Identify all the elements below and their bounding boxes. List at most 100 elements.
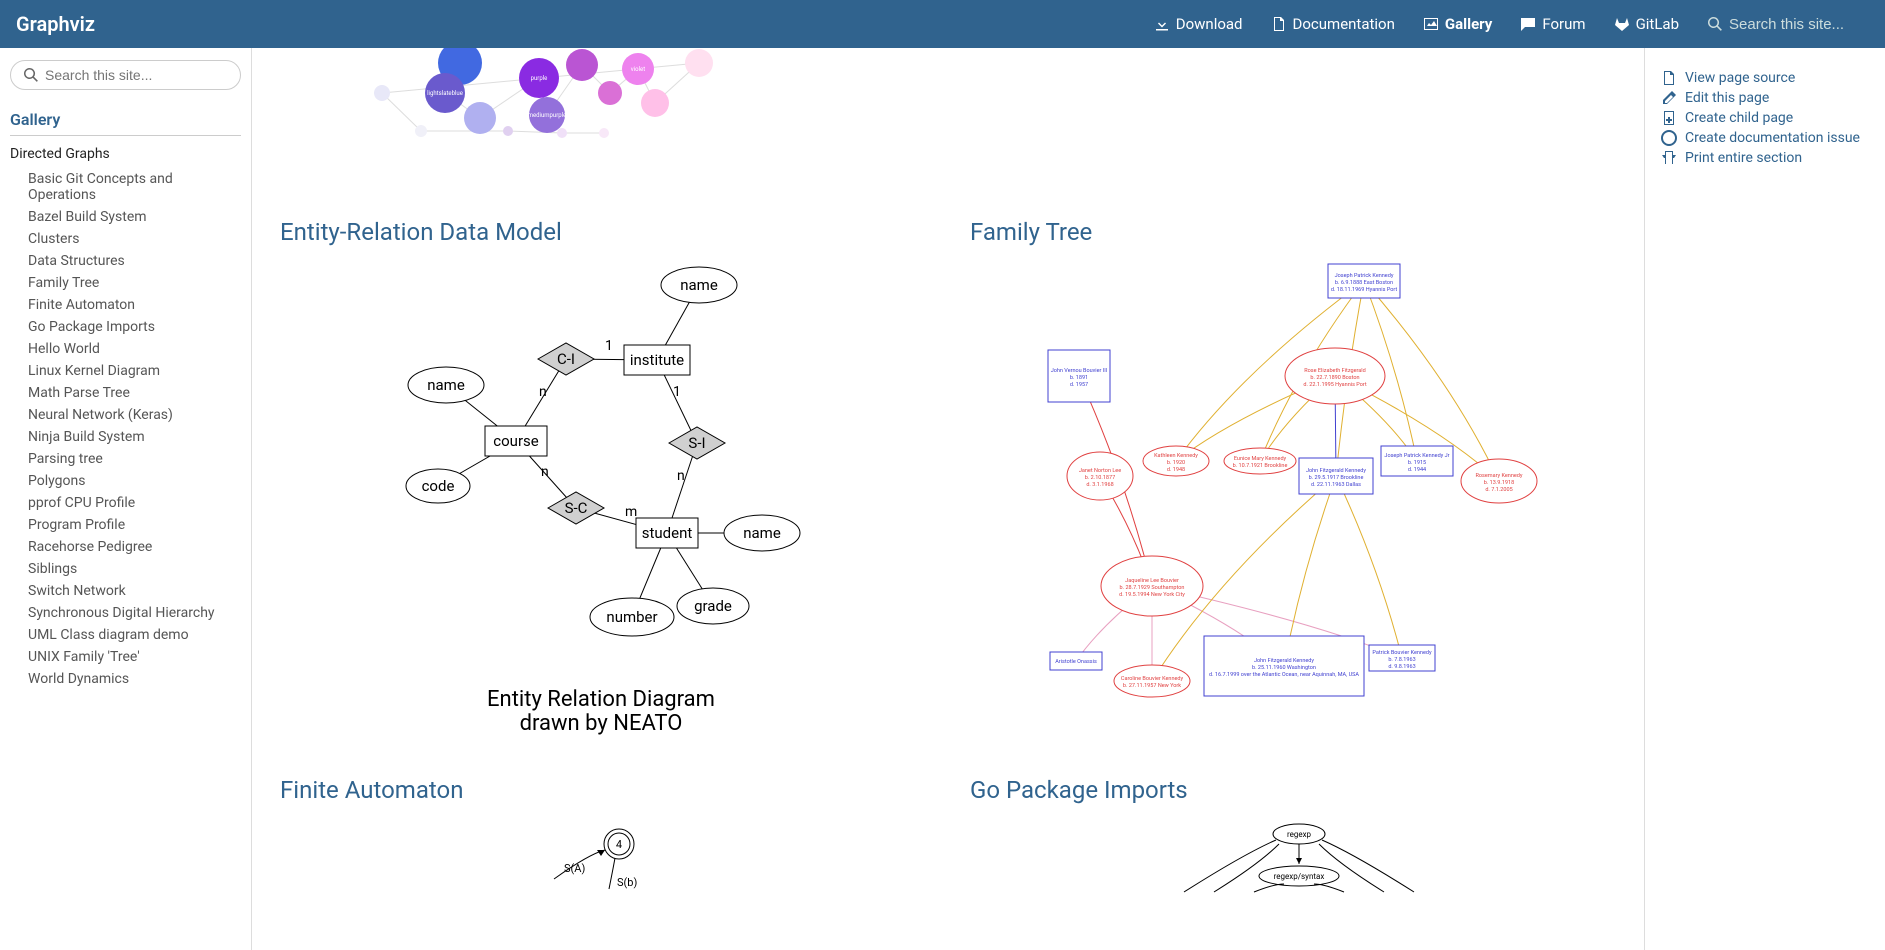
- svg-text:d. 16.7.1999 over the Atlantic: d. 16.7.1999 over the Atlantic Ocean, ne…: [1209, 672, 1359, 678]
- sidebar-item[interactable]: Racehorse Pedigree: [28, 536, 241, 558]
- svg-text:d. 19.5.1994 New York City: d. 19.5.1994 New York City: [1119, 592, 1185, 598]
- svg-text:drawn by NEATO: drawn by NEATO: [520, 711, 683, 736]
- er-figure[interactable]: 1nnm1nnameinstituteC-InamecoursecodeS-CS…: [280, 256, 938, 756]
- svg-text:regexp/syntax: regexp/syntax: [1274, 872, 1325, 881]
- colorwheel-bubble: [566, 49, 598, 81]
- svg-text:Entity Relation Diagram: Entity Relation Diagram: [487, 687, 715, 712]
- svg-text:m: m: [625, 504, 637, 520]
- svg-text:b. 13.9.1918: b. 13.9.1918: [1484, 480, 1514, 486]
- sidebar-item[interactable]: Parsing tree: [28, 448, 241, 470]
- gitlab-icon: [1614, 16, 1630, 32]
- rightbar-link[interactable]: Edit this page: [1661, 88, 1869, 108]
- family-figure[interactable]: Joseph Patrick Kennedyb. 6.9.1888 East B…: [970, 256, 1628, 716]
- svg-text:grade: grade: [694, 597, 732, 615]
- sidebar-search-input[interactable]: [45, 67, 228, 83]
- svg-text:b. 10.7.1921 Brookline: b. 10.7.1921 Brookline: [1233, 463, 1288, 469]
- sidebar-item[interactable]: Polygons: [28, 470, 241, 492]
- svg-text:b. 28.7.1929 Southampton: b. 28.7.1929 Southampton: [1120, 585, 1185, 591]
- nav-search-input[interactable]: [1729, 16, 1869, 33]
- svg-text:name: name: [743, 524, 781, 542]
- svg-text:d. 3.1.1968: d. 3.1.1968: [1086, 482, 1113, 488]
- sidebar-item[interactable]: Finite Automaton: [28, 294, 241, 316]
- svg-text:b. 6.9.1888 East Boston: b. 6.9.1888 East Boston: [1335, 280, 1393, 286]
- svg-text:number: number: [606, 608, 657, 626]
- main-content: lightslatebluepurplemediumpurpleviolet E…: [252, 48, 1645, 950]
- sidebar-title[interactable]: Gallery: [10, 106, 241, 136]
- finite-figure[interactable]: 4 S(A) S(b): [280, 814, 938, 894]
- svg-text:b. 27.11.1957 New York: b. 27.11.1957 New York: [1123, 683, 1181, 689]
- rightbar-link[interactable]: Create child page: [1661, 108, 1869, 128]
- svg-text:Eunice Mary Kennedy: Eunice Mary Kennedy: [1234, 456, 1287, 462]
- nav-search[interactable]: [1707, 16, 1869, 33]
- svg-text:Joseph Patrick Kennedy Jr: Joseph Patrick Kennedy Jr: [1384, 453, 1449, 459]
- nav-gallery[interactable]: Gallery: [1423, 15, 1492, 33]
- svg-text:d. 22.11.1963 Dallas: d. 22.11.1963 Dallas: [1311, 482, 1361, 488]
- sidebar-item[interactable]: Go Package Imports: [28, 316, 241, 338]
- svg-text:Janet Norton Lee: Janet Norton Lee: [1079, 468, 1121, 474]
- sidebar-item[interactable]: Bazel Build System: [28, 206, 241, 228]
- svg-text:C-I: C-I: [557, 350, 575, 368]
- sidebar-search[interactable]: [10, 60, 241, 90]
- svg-text:b. 29.5.1917 Brookline: b. 29.5.1917 Brookline: [1309, 475, 1364, 481]
- svg-text:code: code: [422, 477, 455, 495]
- svg-text:b. 1920: b. 1920: [1167, 460, 1185, 466]
- svg-text:John Vernou Bouvier III: John Vernou Bouvier III: [1051, 368, 1108, 374]
- colorwheel-bubble: [641, 89, 669, 117]
- sidebar-item[interactable]: Hello World: [28, 338, 241, 360]
- nav-gitlab[interactable]: GitLab: [1614, 15, 1679, 33]
- sidebar-item[interactable]: Linux Kernel Diagram: [28, 360, 241, 382]
- rightbar-link[interactable]: Print entire section: [1661, 148, 1869, 168]
- rightbar-link[interactable]: Create documentation issue: [1661, 128, 1869, 148]
- section-er-title[interactable]: Entity-Relation Data Model: [280, 218, 938, 246]
- sidebar-item[interactable]: pprof CPU Profile: [28, 492, 241, 514]
- colorwheel-bubble: [598, 81, 622, 105]
- sidebar-item[interactable]: Family Tree: [28, 272, 241, 294]
- nav-download[interactable]: Download: [1154, 15, 1243, 33]
- sidebar-item[interactable]: UML Class diagram demo: [28, 624, 241, 646]
- svg-text:S-I: S-I: [688, 434, 705, 452]
- svg-text:Joseph Patrick Kennedy: Joseph Patrick Kennedy: [1335, 273, 1394, 279]
- sidebar-item[interactable]: Basic Git Concepts and Operations: [28, 168, 241, 206]
- svg-text:d. 7.1.2005: d. 7.1.2005: [1485, 487, 1512, 493]
- sidebar-section[interactable]: Directed Graphs: [10, 146, 241, 162]
- search-icon: [23, 67, 39, 83]
- nav-documentation[interactable]: Documentation: [1271, 15, 1395, 33]
- sidebar-item[interactable]: Clusters: [28, 228, 241, 250]
- sidebar-item[interactable]: World Dynamics: [28, 668, 241, 690]
- rightbar: View page sourceEdit this pageCreate chi…: [1645, 48, 1885, 950]
- colorwheel-bubble: [503, 126, 513, 136]
- sidebar-item[interactable]: Neural Network (Keras): [28, 404, 241, 426]
- colorwheel-bubble: [557, 128, 567, 138]
- svg-text:course: course: [493, 432, 539, 450]
- header: Graphviz Download Documentation Gallery …: [0, 0, 1885, 48]
- section-family-title[interactable]: Family Tree: [970, 218, 1628, 246]
- svg-text:John Fitzgerald Kennedy: John Fitzgerald Kennedy: [1306, 468, 1366, 474]
- svg-text:4: 4: [616, 838, 622, 851]
- sidebar-item[interactable]: Program Profile: [28, 514, 241, 536]
- sidebar-item[interactable]: Synchronous Digital Hierarchy: [28, 602, 241, 624]
- colorwheel-bubble: [464, 102, 496, 134]
- brand[interactable]: Graphviz: [16, 12, 95, 36]
- rightbar-link[interactable]: View page source: [1661, 68, 1869, 88]
- sidebar-item[interactable]: Switch Network: [28, 580, 241, 602]
- sidebar: Gallery Directed Graphs Basic Git Concep…: [0, 48, 252, 950]
- section-finite-title[interactable]: Finite Automaton: [280, 776, 938, 804]
- svg-text:n: n: [539, 384, 547, 400]
- svg-text:Rosemary Kennedy: Rosemary Kennedy: [1476, 473, 1523, 479]
- gopkg-figure[interactable]: regexp regexp/syntax: [970, 814, 1628, 894]
- section-gopkg-title[interactable]: Go Package Imports: [970, 776, 1628, 804]
- svg-text:Rose Elizabeth Fitzgerald: Rose Elizabeth Fitzgerald: [1304, 368, 1365, 374]
- sidebar-item[interactable]: UNIX Family 'Tree': [28, 646, 241, 668]
- link-icon: [1661, 90, 1677, 106]
- sidebar-item[interactable]: Data Structures: [28, 250, 241, 272]
- sidebar-item[interactable]: Ninja Build System: [28, 426, 241, 448]
- download-icon: [1154, 16, 1170, 32]
- svg-text:d. 18.11.1969 Hyannis Port: d. 18.11.1969 Hyannis Port: [1331, 287, 1398, 293]
- svg-text:b. 1915: b. 1915: [1408, 460, 1426, 466]
- sidebar-item[interactable]: Math Parse Tree: [28, 382, 241, 404]
- nav-forum[interactable]: Forum: [1520, 15, 1585, 33]
- colorwheel-bubble: [415, 125, 427, 137]
- svg-text:S(b): S(b): [617, 876, 637, 889]
- sidebar-item[interactable]: Siblings: [28, 558, 241, 580]
- link-icon: [1661, 150, 1677, 166]
